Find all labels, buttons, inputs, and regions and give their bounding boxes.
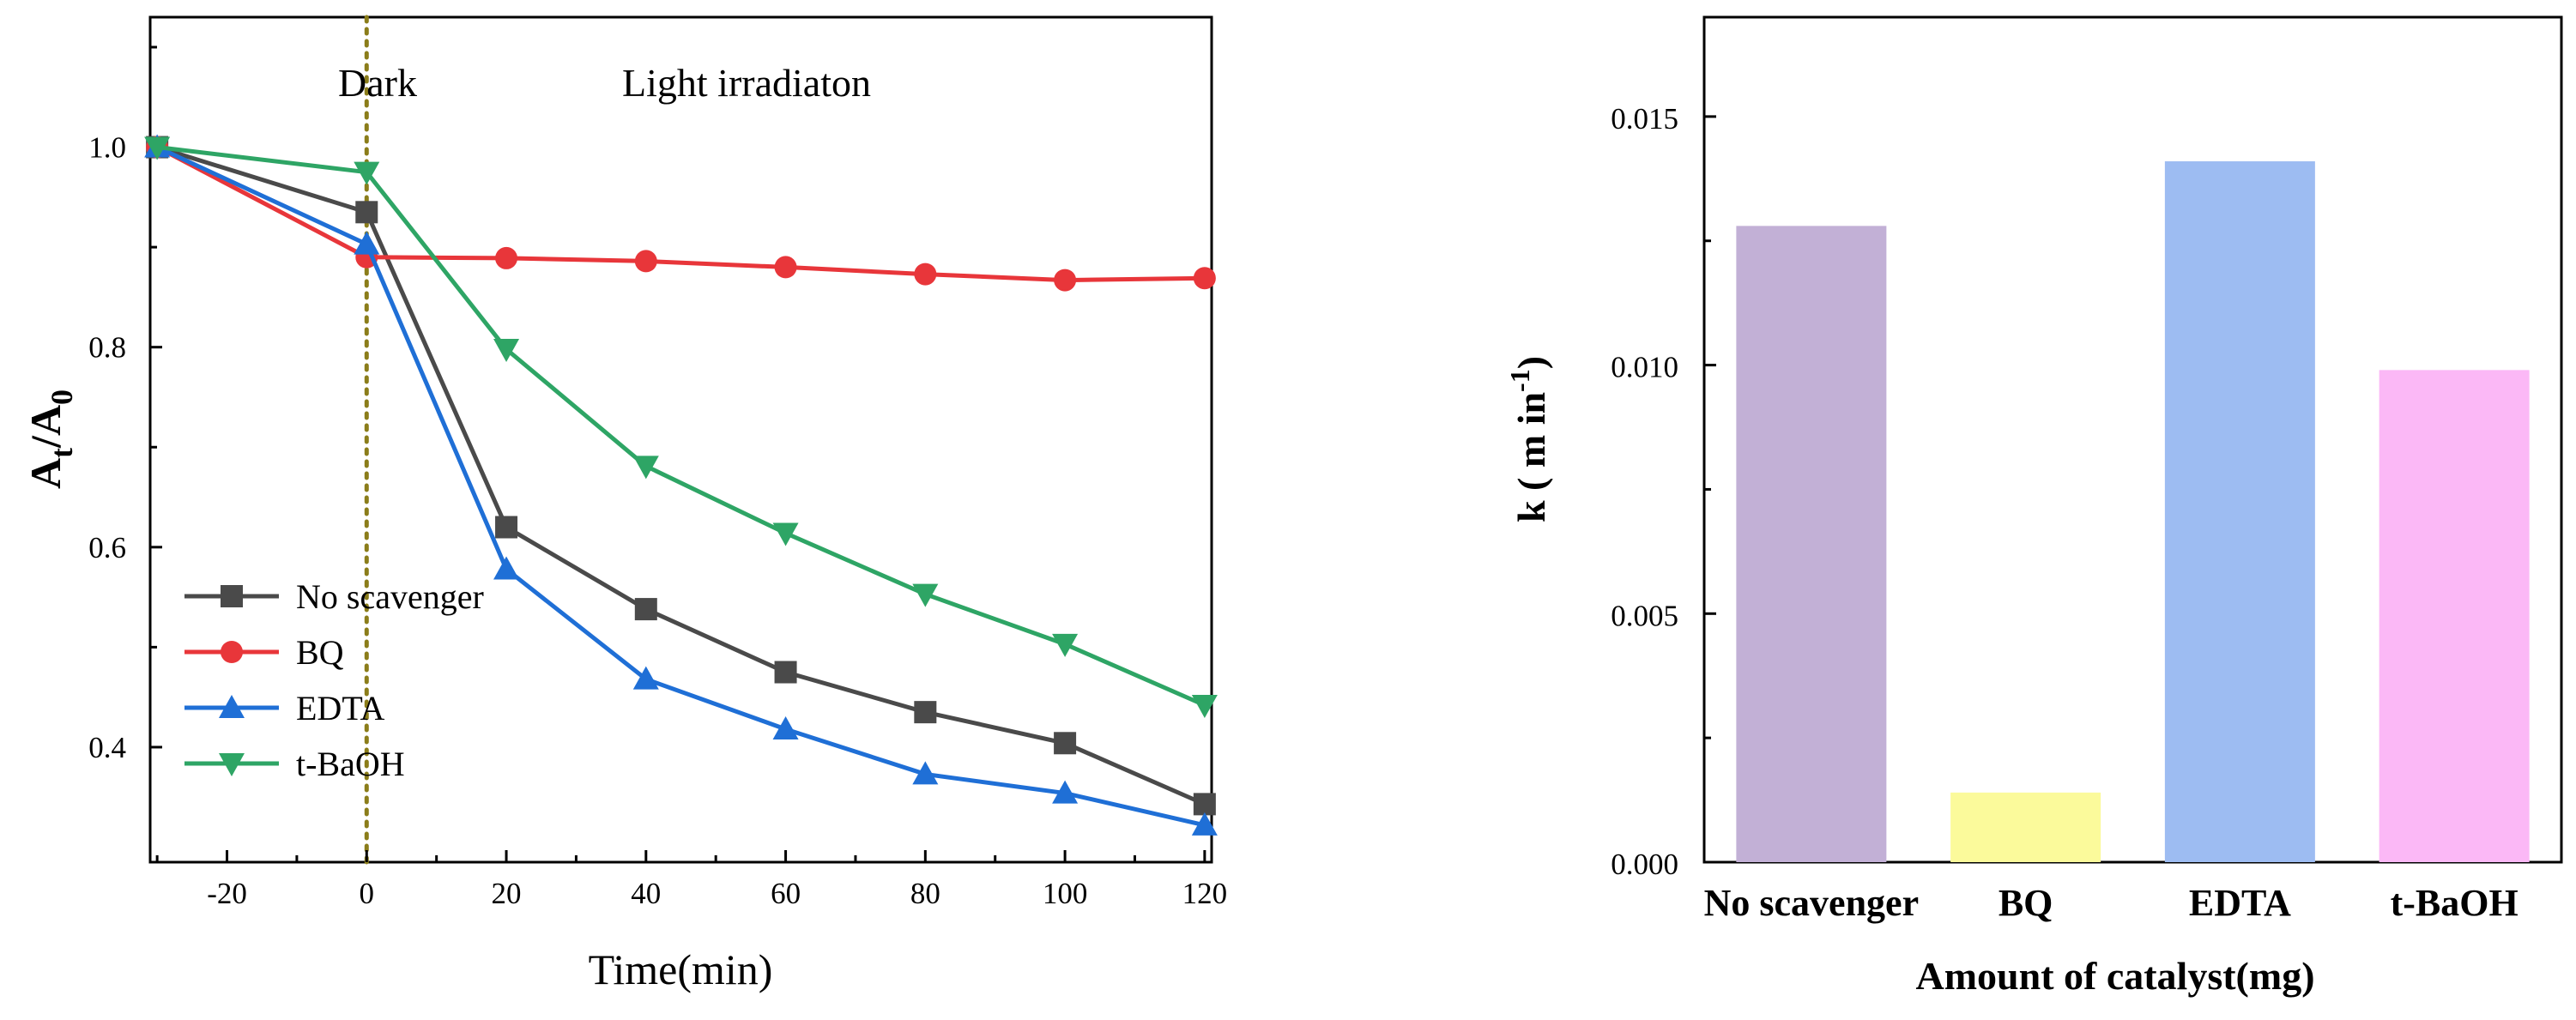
dark-annotation: Dark xyxy=(338,61,417,105)
line-chart-series xyxy=(144,134,1218,836)
bar-t-baoh xyxy=(2379,370,2530,863)
y-title-sub-0: 0 xyxy=(45,389,79,405)
data-point-bq xyxy=(1054,269,1077,292)
bar-y-tick-label: 0.005 xyxy=(1611,599,1678,632)
data-point-t-baoh xyxy=(1191,694,1218,718)
bar-x-axis-title: Amount of catalyst(mg) xyxy=(1915,954,2314,998)
y-title-main: A xyxy=(21,458,70,489)
series-line-t-baoh xyxy=(156,145,1206,708)
bar-edta xyxy=(2164,161,2315,862)
data-point-no-scavenger xyxy=(634,598,657,621)
data-point-t-baoh xyxy=(493,339,520,363)
data-point-bq xyxy=(914,263,937,286)
bar-y-title-main: k ( m in xyxy=(1509,392,1553,522)
legend-label-t-baoh: t-BaOH xyxy=(296,745,405,783)
legend-label-no-scavenger: No scavenger xyxy=(296,577,484,616)
y-tick-label: 0.6 xyxy=(88,531,126,564)
legend-marker-bq xyxy=(221,641,243,663)
y-tick-label: 0.4 xyxy=(88,731,126,764)
bar-chart-axes-ticks: 0.000 0.005 0.010 0.015 No scavenger BQ EDTA t-… xyxy=(1611,102,2518,924)
data-point-bq xyxy=(774,256,797,279)
y-axis-title: At/A0 xyxy=(21,389,79,489)
legend: No scavenger BQ EDTA t-BaOH xyxy=(184,577,484,783)
data-point-t-baoh xyxy=(144,136,171,160)
legend-marker-no-scavenger xyxy=(221,585,243,607)
x-tick-label: 0 xyxy=(360,877,375,910)
bar-category-label-t-baoh: t-BaOH xyxy=(2391,882,2519,924)
light-annotation: Light irradiaton xyxy=(622,61,871,105)
data-point-edta xyxy=(632,666,659,690)
data-point-t-baoh xyxy=(772,522,799,546)
x-tick-label: 20 xyxy=(492,877,522,910)
bar-no-scavenger xyxy=(1736,226,1887,863)
data-point-no-scavenger xyxy=(774,661,797,684)
series-line-bq xyxy=(155,145,1205,283)
data-point-edta xyxy=(1191,812,1218,836)
legend-label-edta: EDTA xyxy=(296,689,385,727)
data-point-t-baoh xyxy=(632,456,659,480)
bar-chart-panel: 0.000 0.005 0.010 0.015 No scavenger BQ EDTA t-… xyxy=(1504,15,2563,998)
data-point-bq xyxy=(1193,267,1216,290)
data-point-edta xyxy=(772,715,799,739)
data-point-no-scavenger xyxy=(355,201,378,224)
data-point-edta xyxy=(1052,780,1079,804)
bar-chart-frame xyxy=(1702,15,2563,864)
data-point-edta xyxy=(912,761,939,785)
bar-category-label-bq: BQ xyxy=(1999,882,2053,924)
series-line-edta xyxy=(156,145,1206,828)
legend-label-bq: BQ xyxy=(296,633,344,672)
bar-y-tick-label: 0.010 xyxy=(1611,351,1678,384)
x-tick-label: -20 xyxy=(207,877,247,910)
data-point-edta xyxy=(493,556,520,580)
legend-marker-t-baoh xyxy=(219,753,245,776)
data-point-no-scavenger xyxy=(1054,732,1077,755)
data-point-t-baoh xyxy=(912,583,939,607)
line-chart-frame xyxy=(148,15,1213,864)
bar-category-label-edta: EDTA xyxy=(2189,882,2291,924)
data-point-no-scavenger xyxy=(495,516,518,539)
x-tick-label: 100 xyxy=(1043,877,1088,910)
legend-marker-edta xyxy=(219,695,245,718)
bar-y-title-sup: -1 xyxy=(1504,369,1535,392)
y-title-slash: /A xyxy=(21,405,70,449)
y-tick-label: 0.8 xyxy=(88,331,126,365)
data-point-t-baoh xyxy=(354,161,380,185)
x-tick-label: 60 xyxy=(771,877,801,910)
data-point-no-scavenger xyxy=(914,701,937,724)
x-axis-title: Time(min) xyxy=(589,945,773,993)
x-tick-label: 120 xyxy=(1182,877,1228,910)
bar-category-label-no-scavenger: No scavenger xyxy=(1704,882,1920,924)
bar-y-tick-label: 0.015 xyxy=(1611,102,1678,136)
x-tick-label: 40 xyxy=(631,877,661,910)
bar-bq xyxy=(1950,792,2101,862)
line-chart-panel: -20 0 20 40 60 80 100 120 0.4 0.6 0.8 1.0 Dark Ligh… xyxy=(21,15,1228,993)
bar-y-axis-title: k ( m in-1) xyxy=(1504,356,1553,522)
data-point-t-baoh xyxy=(1052,633,1079,657)
bar-chart-bars xyxy=(1736,161,2530,863)
y-tick-label: 1.0 xyxy=(88,131,126,165)
data-point-bq xyxy=(495,246,518,269)
x-tick-label: 80 xyxy=(910,877,940,910)
data-point-no-scavenger xyxy=(1193,793,1216,816)
series-line-no-scavenger xyxy=(156,145,1206,806)
data-point-bq xyxy=(634,250,657,273)
data-point-edta xyxy=(354,231,380,255)
bar-y-title-close: ) xyxy=(1509,356,1553,369)
line-chart-axes-ticks: -20 0 20 40 60 80 100 120 0.4 0.6 0.8 1.0 xyxy=(88,45,1228,910)
bar-y-tick-label: 0.000 xyxy=(1611,848,1678,881)
y-title-sub-t: t xyxy=(45,448,79,458)
